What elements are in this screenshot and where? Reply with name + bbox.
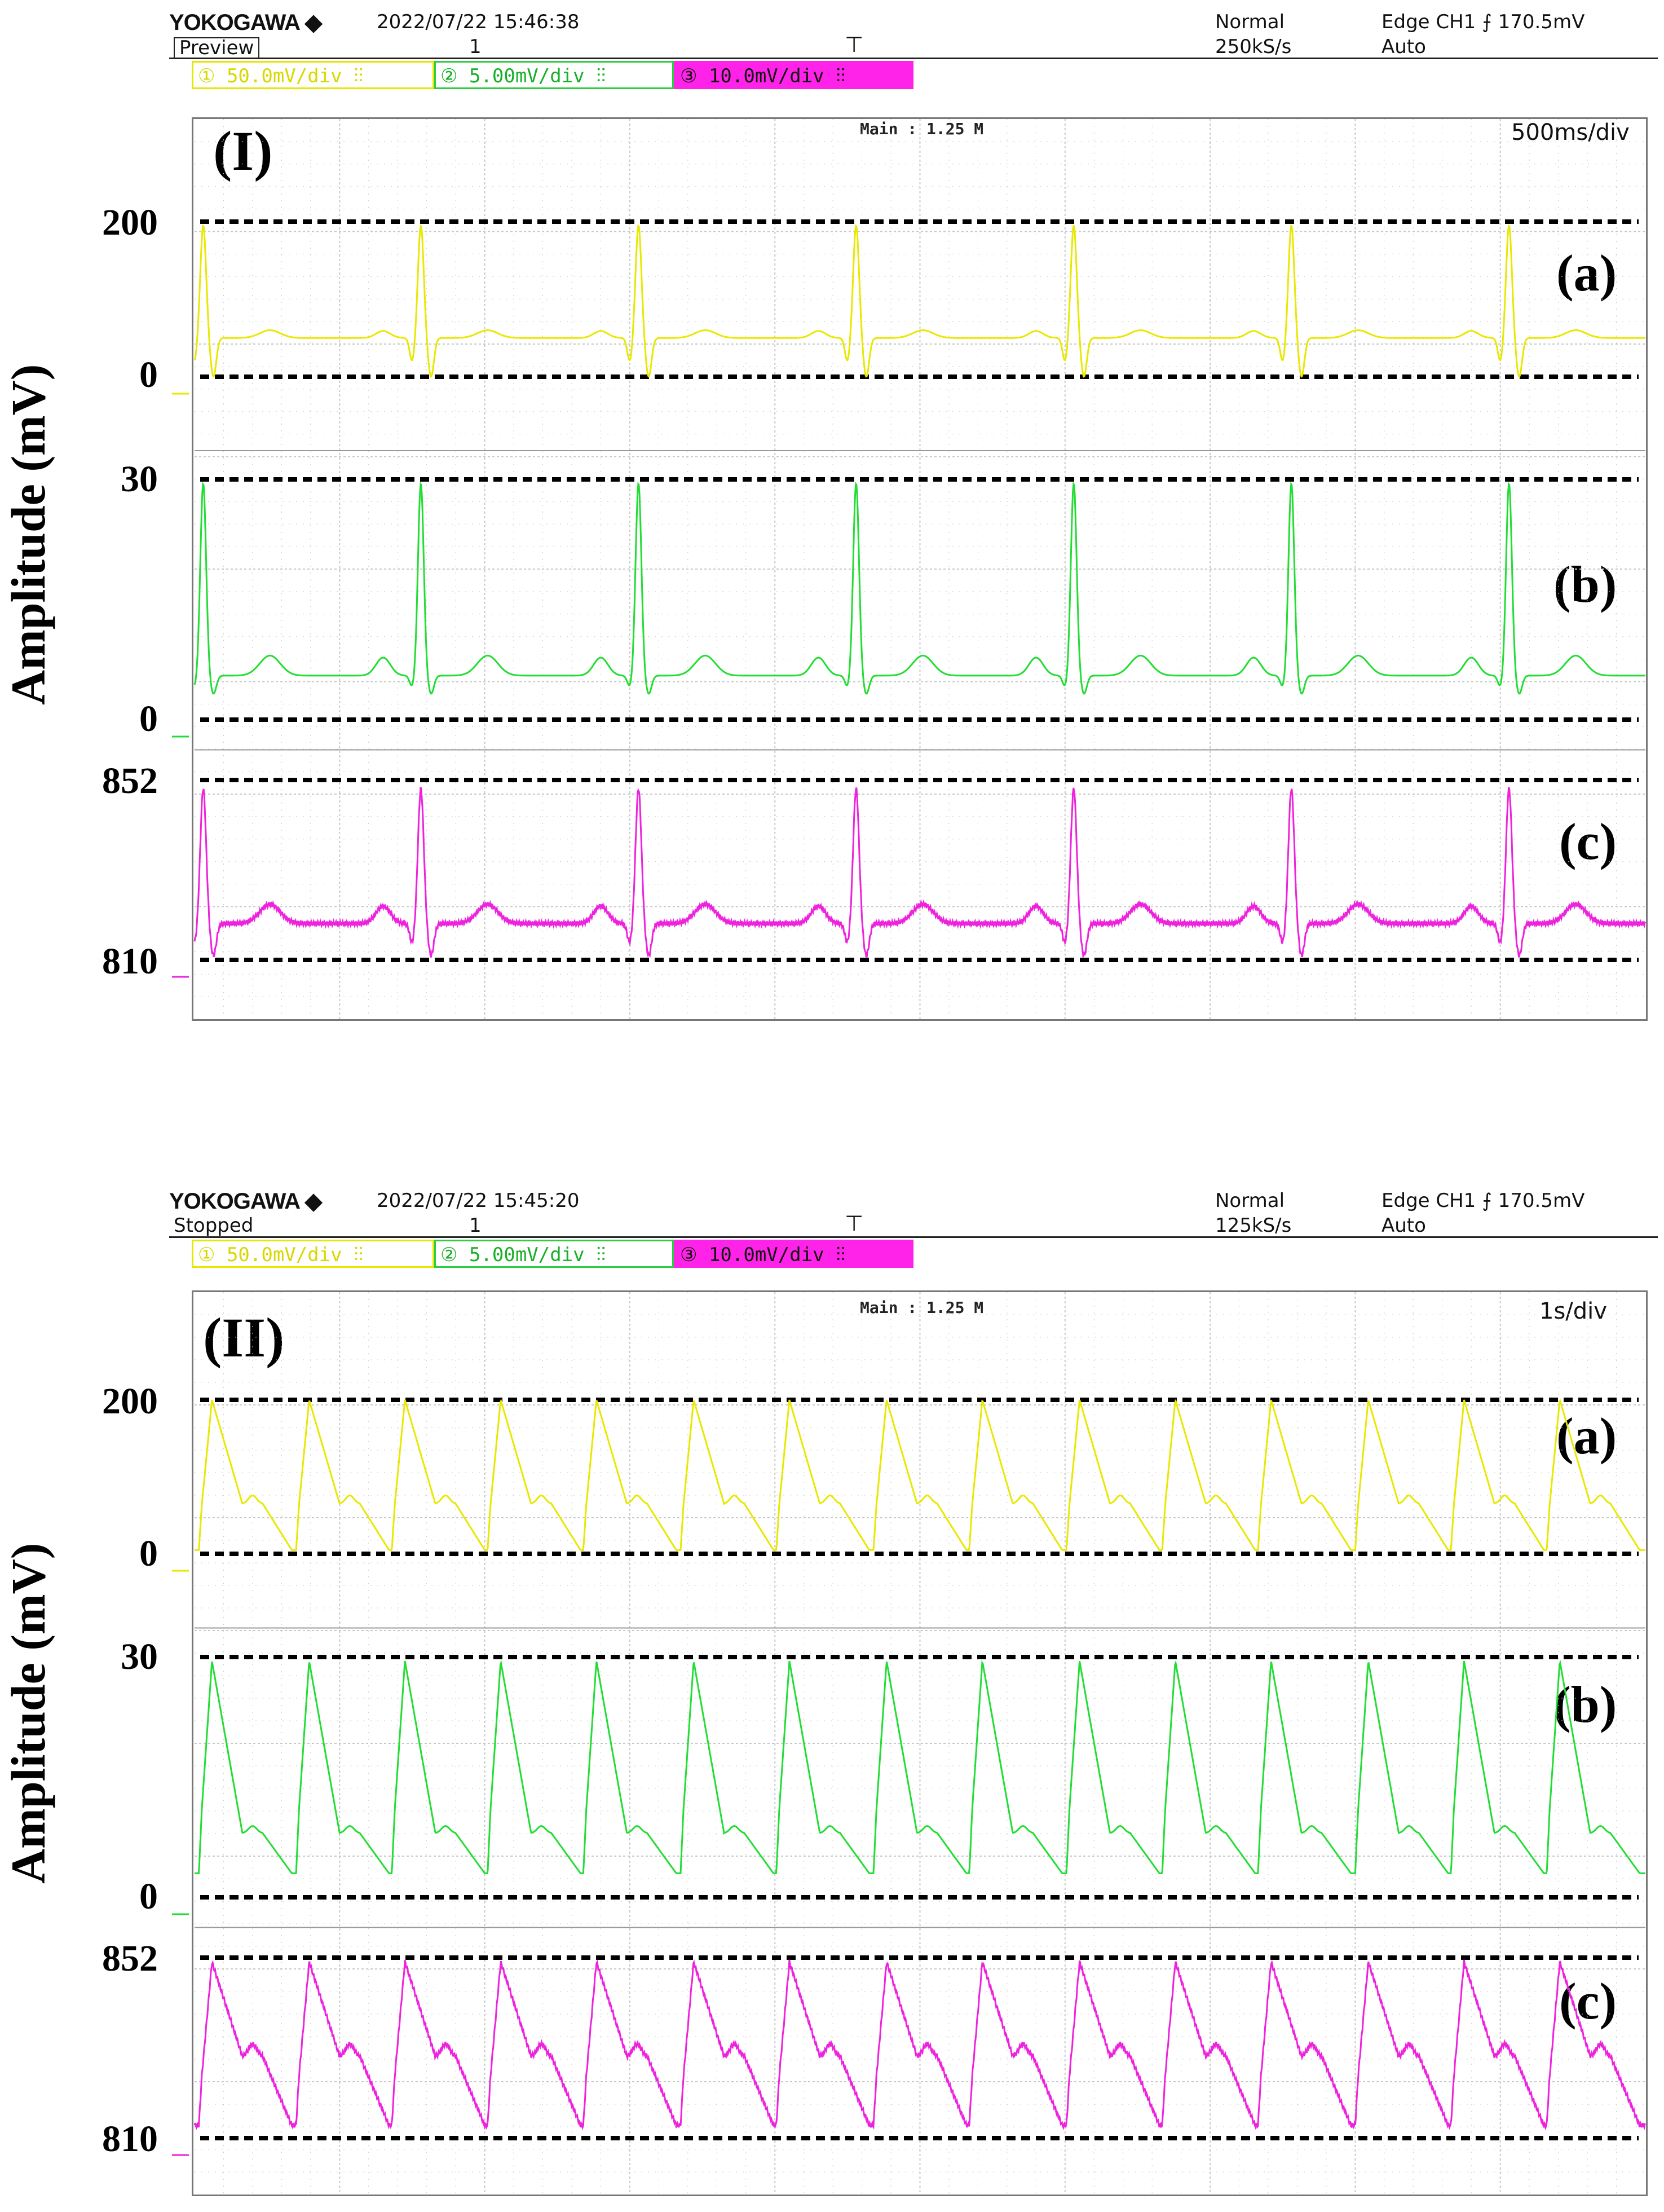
status-badge: Stopped: [174, 1214, 254, 1237]
trace-ch2: [195, 1660, 1645, 1874]
ch3-scale: ③ 10.0mV/div ⫶⫶: [674, 1240, 913, 1268]
ch3-scale: ③ 10.0mV/div ⫶⫶: [674, 61, 913, 89]
tick-c-max: 852: [102, 1938, 158, 1979]
timebase: 1s/div: [1539, 1298, 1607, 1324]
traces-panel-i: [172, 119, 1647, 1019]
trace-ch3: [193, 787, 1647, 959]
tick-a-max: 200: [102, 1381, 158, 1422]
panel-ii: YOKOGAWA ◆ 2022/07/22 15:45:20 Normal Ed…: [0, 1179, 1664, 2212]
tick-c-max: 852: [102, 760, 158, 801]
subplot-label-c: (c): [1559, 813, 1617, 870]
tick-b-max: 30: [121, 1636, 158, 1677]
sample-rate: 125kS/s: [1215, 1214, 1292, 1237]
header-divider: [169, 58, 1658, 59]
scope-screen: [192, 117, 1648, 1021]
panel-label: (II): [203, 1306, 285, 1369]
datetime: 2022/07/22 15:46:38: [377, 11, 580, 33]
datetime: 2022/07/22 15:45:20: [377, 1189, 580, 1212]
tick-c-min: 810: [102, 2118, 158, 2160]
trace-ch3: [193, 1959, 1647, 2131]
tick-a-min: 0: [139, 1533, 158, 1574]
tick-c-min: 810: [102, 941, 158, 982]
sample-rate: 250kS/s: [1215, 36, 1292, 58]
tick-a-max: 200: [102, 202, 158, 243]
acq-mode: Normal: [1215, 11, 1285, 33]
tick-b-min: 0: [139, 698, 158, 739]
acq-mode: Normal: [1215, 1189, 1285, 1212]
trace-ch1: [193, 224, 1645, 378]
subplot-label-a: (a): [1556, 244, 1617, 302]
ch2-scale: ② 5.00mV/div ⫶⫶: [434, 61, 674, 89]
trigger-position-icon: ⊤: [845, 1211, 864, 1236]
trigger-mode: Auto: [1381, 36, 1426, 58]
trigger-mode: Auto: [1381, 1214, 1426, 1237]
tick-b-max: 30: [121, 459, 158, 500]
subplot-label-a: (a): [1556, 1407, 1617, 1465]
trigger-setting: Edge CH1 ⨍ 170.5mV: [1381, 11, 1585, 33]
brand-logo: YOKOGAWA ◆: [169, 1189, 322, 1214]
traces-panel-ii: [172, 1292, 1647, 2195]
brand-logo: YOKOGAWA ◆: [169, 10, 322, 35]
tick-a-min: 0: [139, 354, 158, 395]
grid: [195, 119, 1645, 1019]
record-number: 1: [469, 1214, 482, 1237]
panel-i: YOKOGAWA ◆ 2022/07/22 15:46:38 Normal Ed…: [0, 0, 1664, 1038]
record-number: 1: [469, 36, 482, 58]
ch1-scale: ① 50.0mV/div ⫶⫶: [192, 1240, 434, 1268]
subplot-label-c: (c): [1559, 1972, 1617, 2030]
memory-label: Main : 1.25 M: [860, 120, 984, 138]
ch1-scale: ① 50.0mV/div ⫶⫶: [192, 61, 434, 89]
tick-b-min: 0: [139, 1876, 158, 1917]
trace-ch2: [193, 481, 1645, 695]
grid: [195, 1292, 1645, 2195]
trace-ch1: [195, 1398, 1645, 1551]
memory-label: Main : 1.25 M: [860, 1298, 984, 1317]
trigger-setting: Edge CH1 ⨍ 170.5mV: [1381, 1189, 1585, 1212]
ch2-scale: ② 5.00mV/div ⫶⫶: [434, 1240, 674, 1268]
panel-label: (I): [213, 120, 273, 182]
header-divider: [169, 1236, 1658, 1238]
scope-screen: [192, 1290, 1648, 2196]
trigger-position-icon: ⊤: [845, 32, 864, 57]
subplot-label-b: (b): [1553, 556, 1617, 613]
timebase: 500ms/div: [1511, 120, 1630, 146]
